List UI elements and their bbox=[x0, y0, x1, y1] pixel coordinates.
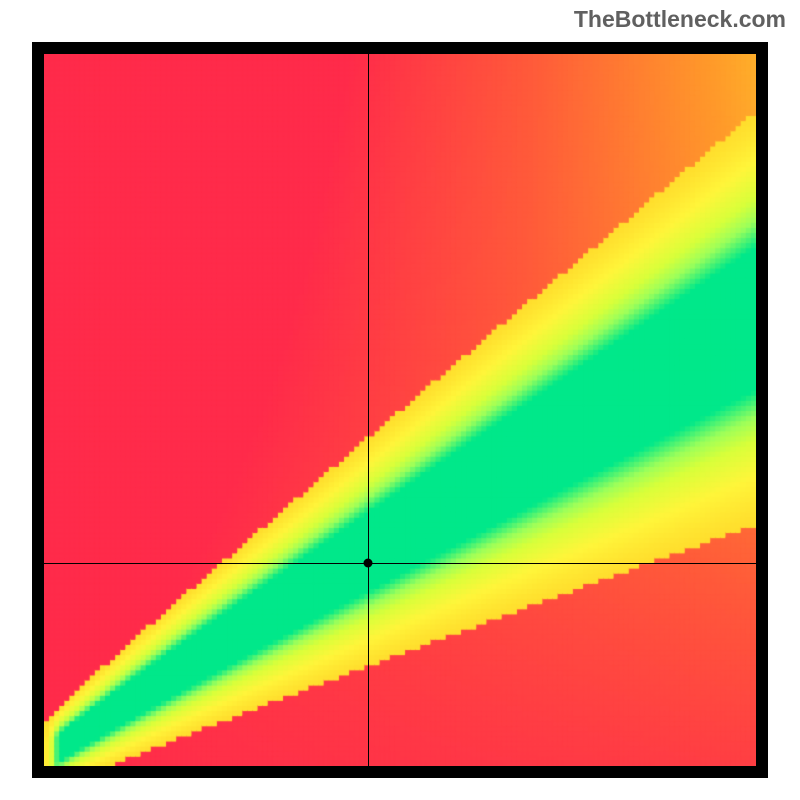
crosshair-marker bbox=[363, 559, 372, 568]
plot-area bbox=[44, 54, 756, 766]
crosshair-horizontal bbox=[44, 563, 756, 564]
heatmap-canvas bbox=[44, 54, 756, 766]
chart-frame bbox=[32, 42, 768, 778]
chart-container: TheBottleneck.com bbox=[0, 0, 800, 800]
crosshair-vertical bbox=[368, 54, 369, 766]
attribution-label: TheBottleneck.com bbox=[574, 6, 786, 33]
